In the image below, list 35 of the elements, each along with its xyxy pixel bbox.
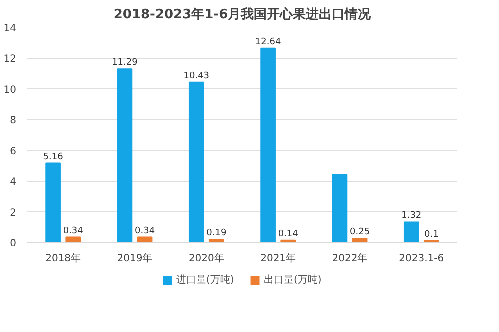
data-label: 0.34 — [135, 226, 156, 236]
y-tick-label: 14 — [4, 24, 17, 34]
data-label: 0.25 — [350, 228, 370, 238]
y-tick-label: 10 — [4, 84, 17, 96]
data-label: 11.29 — [112, 58, 138, 68]
legend-label: 进口量(万吨) — [176, 274, 234, 286]
data-label: 0.34 — [63, 226, 84, 236]
x-tick-label: 2020年 — [188, 252, 224, 264]
data-label: 5.16 — [43, 152, 64, 162]
data-label: 0.19 — [206, 228, 227, 239]
bar — [352, 238, 368, 242]
bar — [46, 162, 61, 242]
y-tick-label: 2 — [10, 208, 17, 219]
y-tick-label: 12 — [4, 54, 17, 66]
x-tick-label: 2022年 — [332, 252, 368, 264]
bar — [260, 48, 276, 242]
y-tick-label: 0 — [10, 238, 17, 250]
x-tick-label: 2018年 — [46, 252, 82, 264]
y-tick-label: 8 — [10, 116, 17, 127]
y-tick-label: 4 — [10, 177, 17, 188]
bar — [117, 68, 133, 242]
bar — [404, 222, 420, 242]
data-label: 1.32 — [402, 211, 422, 222]
bar — [332, 174, 348, 242]
chart-title: 2018-2023年1-6月我国开心果进出口情况 — [114, 6, 372, 22]
legend-label: 出口量(万吨) — [264, 274, 322, 286]
x-tick-label: 2023.1-6 — [399, 254, 444, 264]
data-label: 0.1 — [424, 230, 439, 240]
data-label: 10.43 — [184, 71, 210, 82]
data-label: 0.14 — [278, 229, 299, 240]
x-tick-label: 2021年 — [260, 252, 296, 264]
x-tick-label: 2019年 — [117, 252, 153, 264]
data-label: 12.64 — [255, 37, 282, 48]
y-tick-label: 6 — [10, 146, 17, 158]
bar — [188, 82, 204, 242]
